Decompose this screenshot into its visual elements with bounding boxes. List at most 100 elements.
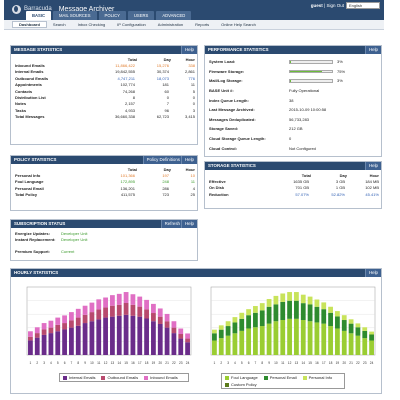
bar-segment — [287, 300, 292, 319]
performance-row: Firmware Storage: 75% — [209, 67, 381, 77]
cell-day: 62,723 — [156, 114, 169, 120]
x-tick-label: 17 — [138, 361, 142, 365]
bar-segment — [314, 306, 320, 323]
tab-policy[interactable]: POLICY — [98, 11, 126, 20]
cell-day: 52.82% — [331, 191, 345, 197]
bar-segment — [171, 333, 177, 355]
subnav-inbox-checking[interactable]: Inbox Checking — [77, 22, 106, 27]
storage-statistics-header: STORAGE STATISTICS Help — [205, 162, 381, 170]
bar-segment — [218, 329, 224, 339]
x-tick-label: 11 — [281, 361, 285, 365]
bar-segment — [164, 313, 170, 322]
help-button[interactable]: Help — [180, 46, 197, 54]
bar-segment — [307, 321, 313, 355]
signout-link[interactable]: Sign Out — [326, 3, 344, 8]
legend-swatch — [263, 375, 268, 380]
help-button[interactable]: Help — [364, 269, 381, 277]
table-header-row: Total Day Hour — [11, 56, 197, 62]
performance-value: Not Configured — [289, 145, 316, 151]
row-label: Total Messages — [15, 114, 45, 120]
bar-segment — [151, 321, 156, 355]
cell-total: 411,575 — [120, 192, 135, 198]
x-tick-label: 2 — [36, 361, 38, 365]
help-button[interactable]: Help — [364, 46, 381, 54]
bar-segment — [321, 302, 327, 310]
bar-segment — [82, 305, 88, 315]
bar-segment — [280, 301, 286, 321]
refresh-button[interactable]: Refresh — [160, 220, 183, 228]
bar-segment — [218, 338, 224, 355]
legend-entry: Internal Emails — [63, 375, 95, 380]
bar-segment — [253, 306, 258, 313]
table-row: Appointments 102,774 181 11 — [11, 82, 197, 88]
subscription-value: Developer Unit — [61, 237, 88, 243]
bar-segment — [328, 326, 333, 355]
x-tick-label: 15 — [124, 361, 128, 365]
policy-definitions-button[interactable]: Policy Definitions — [142, 156, 183, 164]
subnav-administration[interactable]: Administration — [157, 22, 184, 27]
x-tick-label: 18 — [329, 361, 333, 365]
x-tick-label: 8 — [261, 361, 263, 365]
bar-segment — [116, 315, 122, 355]
x-tick-label: 4 — [234, 361, 236, 365]
subscription-label: Energize Updates: — [15, 231, 50, 236]
bar-segment — [321, 309, 327, 324]
x-tick-label: 5 — [241, 361, 243, 365]
app-title: Message Archiver — [58, 5, 115, 13]
bar-segment — [75, 317, 81, 326]
x-tick-label: 5 — [57, 361, 59, 365]
help-button[interactable]: Help — [180, 156, 197, 164]
row-label: Tasks — [15, 107, 27, 113]
tab-advanced[interactable]: ADVANCED — [156, 11, 192, 20]
bar-segment — [62, 329, 67, 355]
language-select[interactable]: English — [346, 2, 380, 9]
bar-segment — [28, 340, 33, 355]
subnav-online-help-search[interactable]: Online Help Search — [221, 22, 256, 27]
bar-segment — [103, 317, 108, 355]
cell-hour: 184 MB — [365, 179, 379, 185]
tab-basic[interactable]: BASIC — [26, 11, 52, 20]
bar-segment — [185, 338, 190, 343]
table-row: Contacts 74,268 60 5 — [11, 88, 197, 94]
bar-segment — [232, 322, 238, 334]
table-row: Internal Emails 19,842,555 30,374 2,861 — [11, 69, 197, 75]
bar-segment — [321, 323, 327, 355]
bar-segment — [369, 340, 374, 355]
tab-users[interactable]: USERS — [127, 11, 155, 20]
legend-swatch — [225, 375, 229, 380]
x-tick-label: 15 — [308, 361, 312, 365]
tab-mail-sources[interactable]: MAIL SOURCES — [53, 11, 97, 20]
bar-segment — [266, 299, 272, 307]
bar-segment — [62, 315, 67, 324]
bar-segment — [116, 304, 122, 316]
bar-segment — [253, 312, 258, 328]
bar-segment — [55, 324, 61, 332]
bar-segment — [28, 336, 33, 341]
column-header: Hour — [185, 56, 195, 62]
subnav-ip-configuration[interactable]: IP Configuration — [117, 22, 146, 27]
bar-segment — [355, 323, 361, 328]
table-row: Outbound Emails 4,747,211 18,073 776 — [11, 75, 197, 81]
performance-label: System Load: — [209, 59, 236, 65]
subnav-dashboard[interactable]: Dashboard — [12, 21, 47, 28]
message-statistics-panel: MESSAGE STATISTICS Help Total Day Hour I… — [10, 45, 198, 145]
subnav-search[interactable]: Search — [52, 22, 66, 27]
policy-statistics-header: POLICY STATISTICS Policy Definitions Hel… — [11, 156, 197, 164]
subnav-reports[interactable]: Reports — [195, 22, 210, 27]
bar-segment — [294, 300, 299, 319]
help-button[interactable]: Help — [180, 220, 197, 228]
message-hourly-chart: 1 2 3 4 5 6 7 8 9 10 11 12 13 14 15 16 17 18 19 20 21 22 23 24 — [26, 286, 192, 365]
column-header: Total — [127, 56, 137, 62]
cell-hour: 338 — [188, 63, 195, 69]
bar-segment — [144, 299, 149, 310]
help-button[interactable]: Help — [364, 162, 381, 170]
bar-segment — [96, 299, 102, 310]
performance-label: BASE Unit #: — [209, 88, 234, 94]
x-tick-label: 21 — [165, 361, 169, 365]
x-tick-label: 9 — [268, 361, 270, 365]
policy-chart-legend: Foul Language Personal Email Personal Info… — [221, 373, 345, 389]
cell-day: 286 — [162, 185, 169, 191]
row-label: Total Policy — [15, 192, 38, 198]
panel-title: PERFORMANCE STATISTICS — [208, 47, 269, 52]
bar-segment — [355, 335, 361, 355]
